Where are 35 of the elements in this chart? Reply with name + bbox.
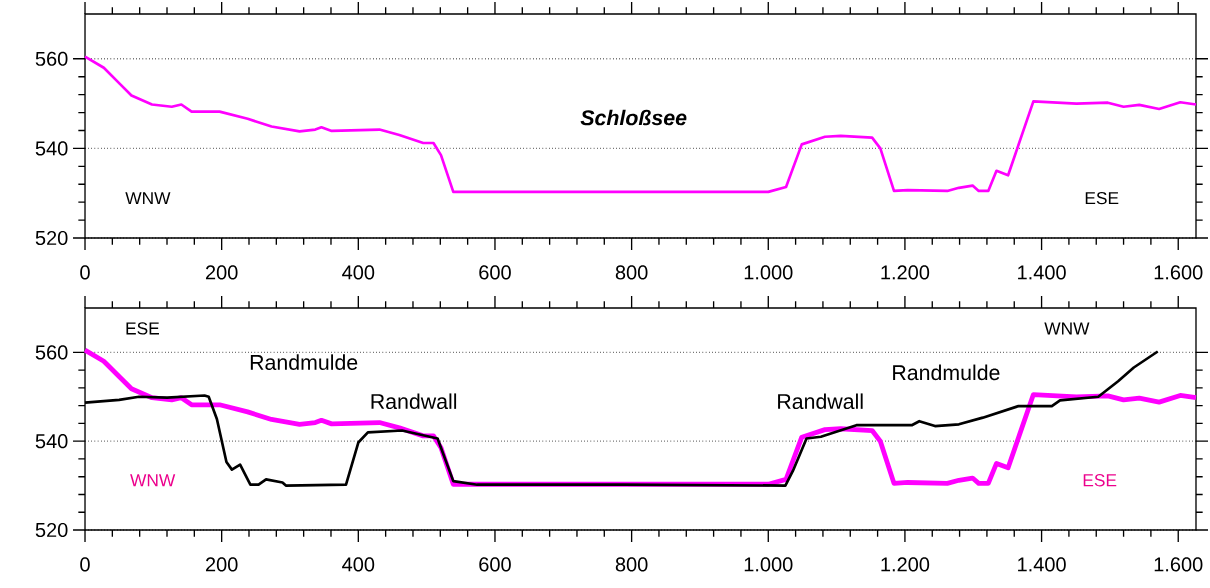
annotation: ESE xyxy=(126,322,159,335)
x-tick-label: 600 xyxy=(479,265,511,280)
y-tick-label: 520 xyxy=(35,230,68,246)
x-tick-label: 200 xyxy=(205,557,238,572)
x-tick-label: 1.600 xyxy=(1154,265,1203,280)
x-tick-label: 800 xyxy=(615,557,648,572)
annotation: Randwall xyxy=(778,393,863,410)
y-tick-label: 560 xyxy=(35,345,68,360)
annotation: Randmulde xyxy=(893,364,1000,381)
annotation: ESE xyxy=(1085,191,1119,205)
x-tick-label: 1.200 xyxy=(881,265,930,280)
y-tick-label: 560 xyxy=(35,51,68,66)
annotation: WNW xyxy=(1044,322,1090,335)
x-tick-label: 1.000 xyxy=(744,265,793,280)
x-tick-label: 0 xyxy=(80,265,90,280)
annotation: WNW xyxy=(125,192,171,205)
x-tick-label: 200 xyxy=(205,265,238,280)
annotation: Randwall xyxy=(371,393,457,410)
annotation: Randmulde xyxy=(250,354,358,370)
x-tick-label: 400 xyxy=(342,557,375,572)
annotation: ESE xyxy=(1083,474,1117,487)
x-tick-label: 600 xyxy=(479,557,511,572)
y-tick-label: 540 xyxy=(35,141,68,156)
text: Schloßsee xyxy=(580,109,687,126)
x-tick-label: 1.200 xyxy=(881,557,930,572)
x-tick-label: 1.600 xyxy=(1154,557,1203,572)
annotation: WNW xyxy=(130,474,176,487)
y-tick-label: 520 xyxy=(35,522,68,538)
x-tick-label: 0 xyxy=(80,557,90,572)
x-tick-label: 800 xyxy=(615,265,648,280)
x-tick-label: 1.400 xyxy=(1018,265,1066,280)
y-tick-label: 540 xyxy=(35,434,68,449)
x-tick-label: 1.400 xyxy=(1018,557,1066,572)
x-tick-label: 1.000 xyxy=(744,557,793,572)
x-tick-label: 400 xyxy=(342,265,375,280)
